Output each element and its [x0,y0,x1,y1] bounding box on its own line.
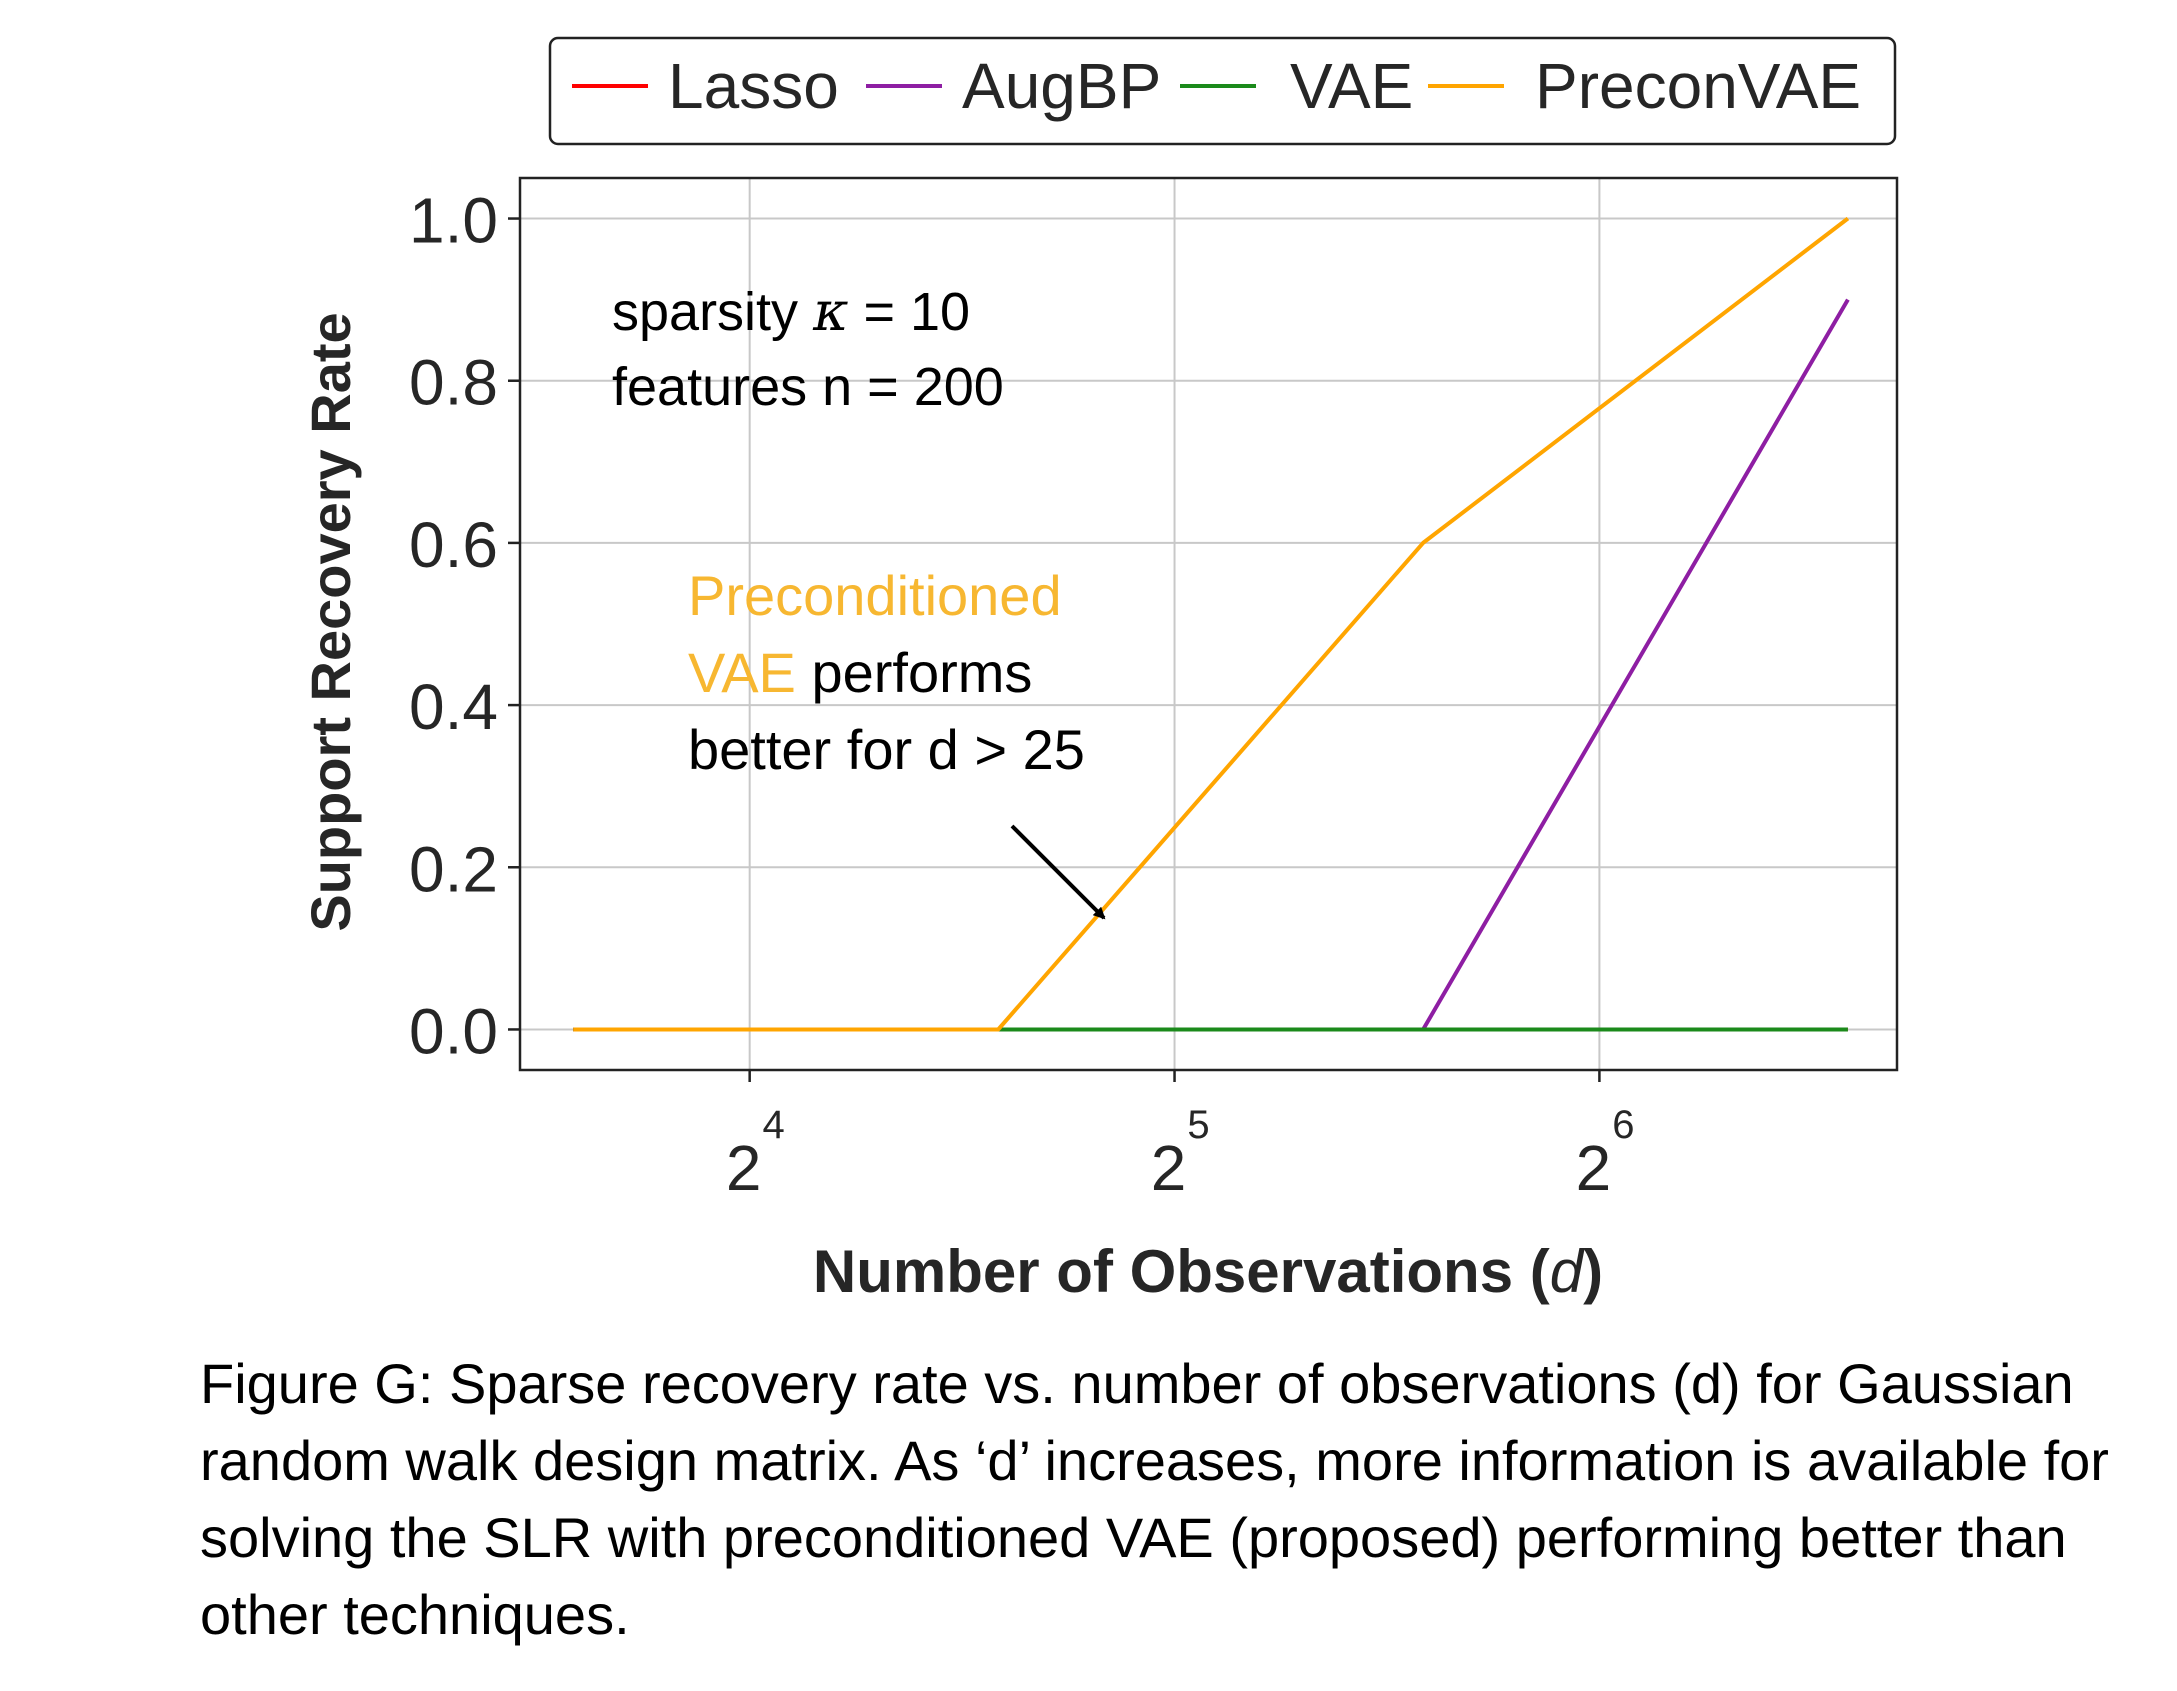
x-axis-label: Number of Observations (d) [813,1238,1603,1305]
x-axis-label-text: Number of Observations ( [813,1238,1550,1305]
note-vae-highlight: VAE [688,641,796,704]
grid [520,178,1897,1070]
x-tick-label-base: 2 [1151,1132,1187,1204]
y-tick-label: 1.0 [409,185,498,257]
x-tick-label-base: 2 [726,1132,762,1204]
legend-label-preconvae: PreconVAE [1535,50,1861,122]
sparsity-annotation: sparsity κ = 10 [612,280,970,343]
legend-label-lasso: Lasso [668,50,839,122]
x-axis-label-close: ) [1583,1238,1603,1305]
x-tick-label-exponent: 4 [763,1103,785,1147]
x-tick-label-base: 2 [1576,1132,1612,1204]
x-tick-label-exponent: 6 [1612,1103,1634,1147]
figure-caption: Figure G: Sparse recovery rate vs. numbe… [200,1352,2109,1646]
y-tick-label: 0.2 [409,833,498,905]
plot-frame [518,176,1899,1072]
kappa-symbol: κ [812,280,848,343]
legend-label-vae: VAE [1290,50,1413,122]
note-line-1: Preconditioned [688,564,1062,627]
series-line-preconvae [573,216,1850,1032]
note-arrow [1010,824,1106,920]
features-annotation: features n = 200 [612,357,1004,417]
series-lines [573,216,1850,1032]
sparsity-prefix: sparsity [612,282,813,342]
legend-label-augbp: AugBP [962,50,1161,122]
sparsity-suffix: = 10 [848,282,970,342]
y-tick-label: 0.6 [409,509,498,581]
x-axis-label-variable: d [1550,1238,1585,1305]
y-axis-ticks: 0.0 0.2 0.4 0.6 0.8 1.0 [409,185,520,1067]
legend-frame [548,36,1897,146]
legend: Lasso AugBP VAE PreconVAE [548,36,1897,146]
y-tick-label: 0.8 [409,347,498,419]
y-tick-label: 0.4 [409,671,498,743]
note-line-2: VAE performs [688,641,1032,704]
y-tick-label: 0.0 [409,995,498,1067]
x-tick-label-exponent: 5 [1187,1103,1209,1147]
note-line-3: better for d > 25 [688,718,1085,781]
y-axis-label: Support Recovery Rate [299,312,362,931]
note-performs: performs [796,641,1033,704]
chart: Lasso AugBP VAE PreconVAE 0.00.20.40.60.… [299,36,1899,1305]
